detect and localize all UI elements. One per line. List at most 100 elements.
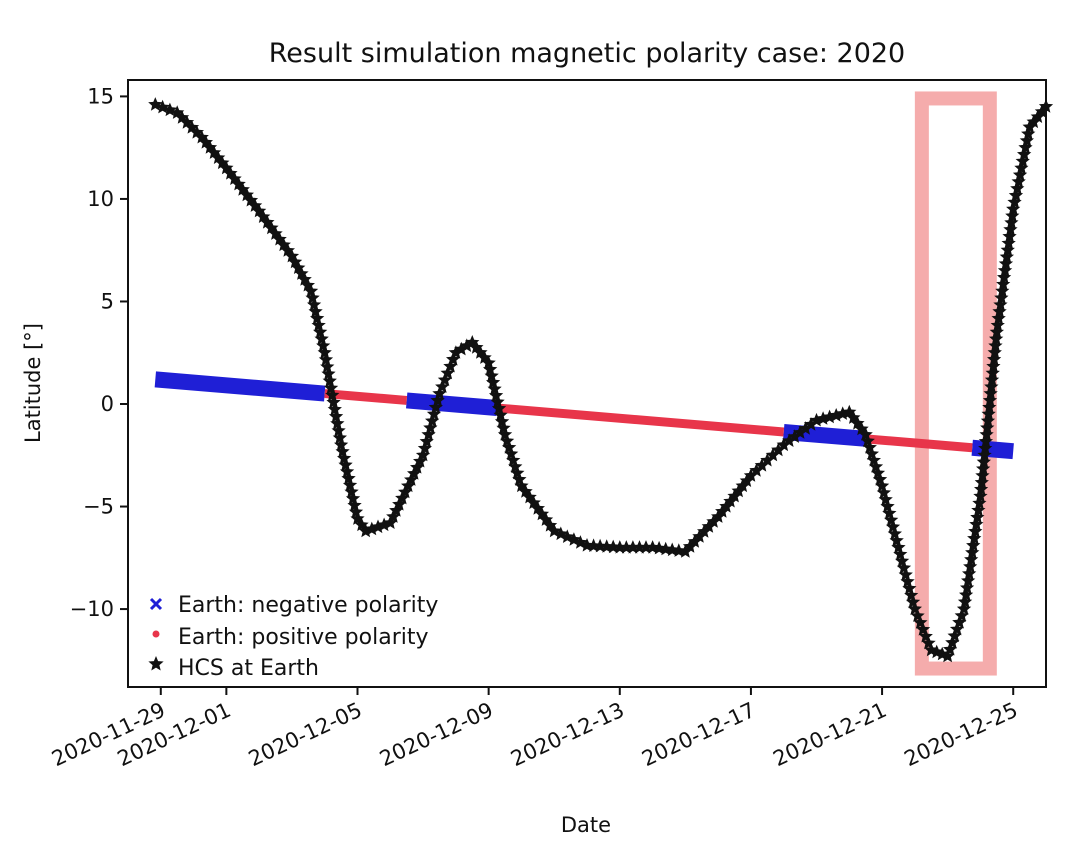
x-marker-icon — [149, 597, 163, 611]
hcs-marker — [678, 544, 693, 558]
hcs-marker — [1011, 174, 1026, 188]
hcs-marker — [337, 450, 352, 465]
hcs-marker — [1001, 235, 1016, 250]
hcs-marker — [325, 387, 340, 402]
hcs-marker — [522, 489, 537, 504]
x-axis-label: Date — [561, 813, 611, 837]
hcs-marker — [419, 434, 434, 448]
hcs-marker — [956, 601, 972, 616]
hcs-marker — [502, 440, 517, 454]
hcs-marker — [1014, 160, 1029, 175]
hcs-marker — [787, 429, 802, 443]
hcs-marker — [415, 447, 431, 462]
hcs-marker — [534, 506, 550, 521]
hcs-marker — [723, 493, 738, 508]
hcs-marker — [978, 440, 993, 455]
hcs-marker — [401, 478, 416, 493]
hcs-marker — [526, 495, 541, 509]
hcs-marker — [1005, 208, 1020, 223]
hcs-marker — [510, 465, 525, 480]
star-marker-icon — [148, 656, 164, 671]
hcs-marker — [980, 420, 995, 434]
hcs-marker — [530, 501, 545, 515]
hcs-marker — [993, 297, 1008, 311]
hcs-marker — [334, 437, 349, 452]
hcs-marker — [954, 608, 969, 622]
hcs-marker — [496, 420, 511, 435]
hcs-marker — [264, 220, 279, 235]
hcs-marker — [339, 464, 355, 478]
hcs-marker — [974, 482, 989, 496]
hcs-marker — [410, 460, 425, 474]
hcs-marker — [949, 621, 965, 636]
legend-entry-positive: Earth: positive polarity — [152, 625, 429, 650]
hcs-marker — [971, 502, 986, 517]
hcs-marker — [317, 345, 332, 359]
hcs-marker — [440, 365, 455, 380]
hcs-marker — [876, 485, 891, 499]
hcs-marker — [913, 615, 928, 629]
hcs-marker — [968, 524, 983, 538]
hcs-marker — [902, 581, 917, 595]
y-tick-label: 15 — [87, 84, 114, 108]
hcs-marker — [970, 509, 985, 524]
hcs-marker — [991, 311, 1006, 325]
highlight-box — [914, 91, 997, 676]
hcs-marker — [437, 372, 453, 387]
hcs-marker — [432, 386, 447, 400]
hcs-marker — [276, 237, 291, 252]
hcs-marker — [1017, 147, 1032, 161]
hcs-marker — [868, 459, 884, 473]
hcs-marker — [793, 425, 808, 439]
hcs-marker — [486, 375, 501, 389]
hcs-marker — [974, 475, 989, 489]
hcs-marker — [484, 368, 499, 383]
hcs-marker — [749, 463, 764, 477]
hcs-marker — [682, 539, 698, 553]
hcs-marker — [448, 345, 463, 359]
hcs-marker — [987, 352, 1002, 366]
hcs-marker — [377, 517, 392, 532]
hcs-marker — [538, 512, 554, 526]
x-tick-label: 2020-12-17 — [638, 698, 759, 771]
legend-background — [145, 585, 705, 680]
hcs-marker — [782, 433, 797, 447]
y-axis: −10 −5 0 5 10 15 — [70, 84, 128, 621]
hcs-marker — [323, 380, 339, 395]
y-tick-label: 0 — [101, 392, 114, 416]
hcs-marker — [997, 270, 1012, 284]
hcs-marker — [497, 427, 513, 441]
hcs-marker — [988, 338, 1003, 352]
hcs-marker — [303, 283, 319, 298]
y-tick-label: 10 — [87, 187, 114, 211]
hcs-marker — [1004, 215, 1019, 229]
hcs-marker — [880, 499, 895, 513]
hcs-marker — [976, 454, 991, 469]
hcs-marker — [984, 372, 1000, 387]
hcs-marker — [743, 468, 759, 482]
hcs-marker — [506, 452, 521, 467]
hcs-marker — [493, 407, 508, 422]
hcs-marker — [1012, 167, 1028, 182]
hcs-marker — [959, 587, 974, 601]
hcs-marker — [884, 512, 899, 527]
hcs-marker — [1022, 119, 1037, 134]
hcs-marker — [982, 399, 997, 414]
hcs-marker — [706, 514, 721, 528]
hcs-marker — [272, 231, 287, 246]
hcs-marker — [860, 433, 875, 448]
hcs-marker — [425, 413, 440, 428]
hcs-marker — [905, 594, 921, 609]
hcs-marker — [739, 473, 754, 487]
hcs-marker — [423, 420, 438, 434]
hcs-marker — [344, 484, 359, 499]
hcs-marker — [942, 642, 958, 656]
hcs-marker — [1018, 140, 1033, 154]
hcs-marker — [921, 635, 936, 650]
legend-label-positive: Earth: positive polarity — [178, 625, 429, 650]
hcs-marker — [962, 566, 977, 580]
hcs-marker — [318, 352, 334, 366]
hcs-marker — [494, 414, 510, 428]
hcs-marker — [392, 497, 407, 511]
hcs-marker — [990, 317, 1005, 332]
